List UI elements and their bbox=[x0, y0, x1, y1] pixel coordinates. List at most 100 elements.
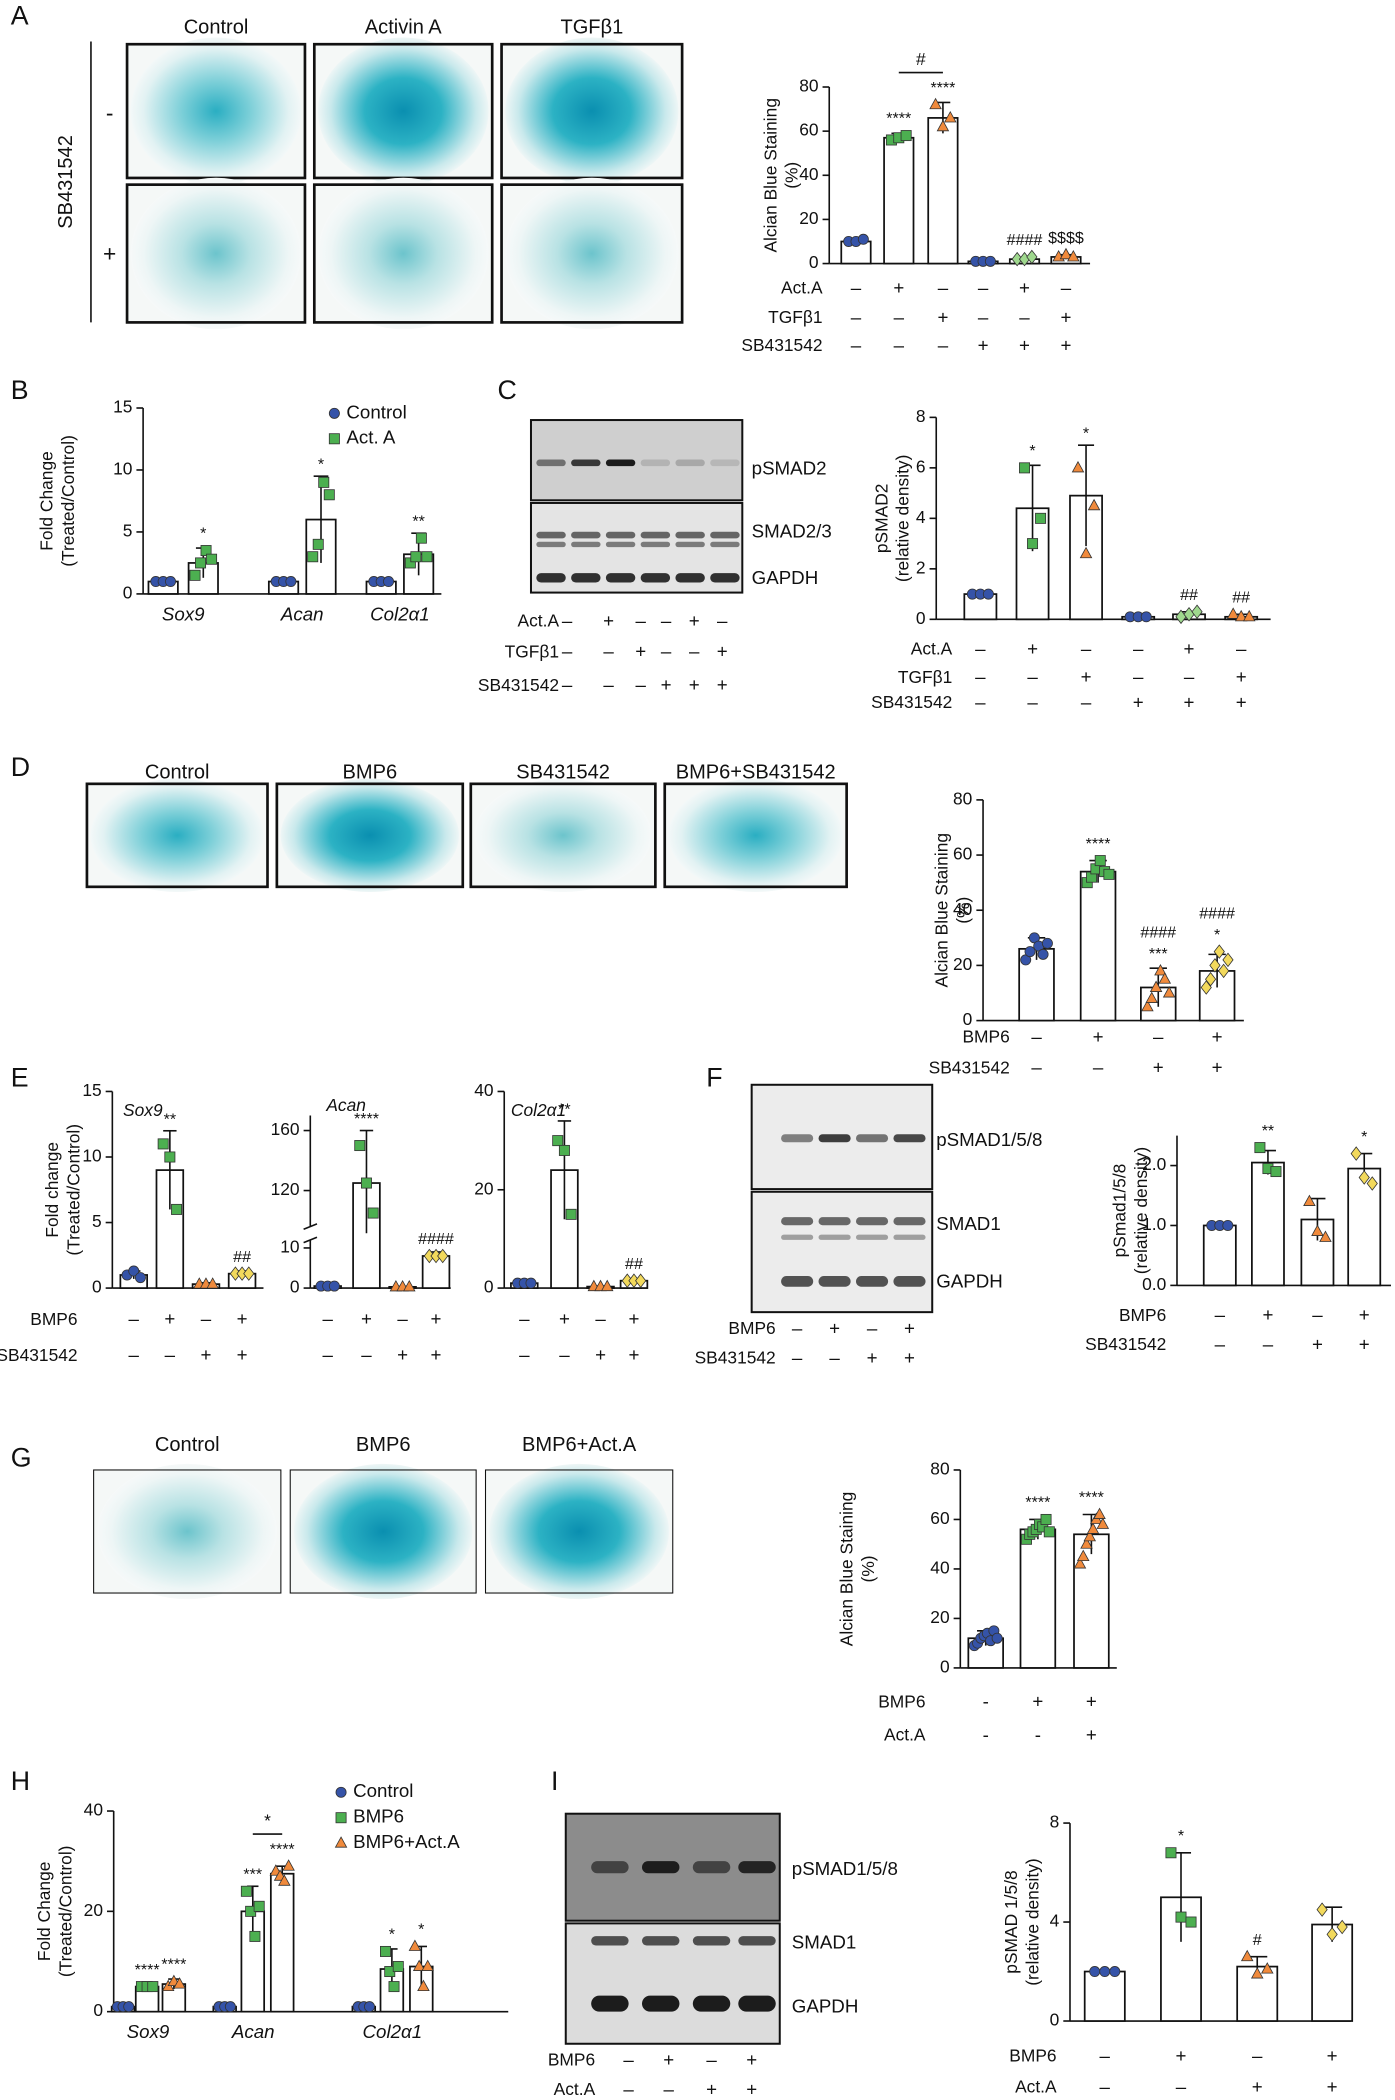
chart-title: Col2α1 bbox=[511, 1100, 566, 1120]
y-tick-label: 0 bbox=[809, 252, 819, 272]
condition-sign: – bbox=[1263, 1334, 1274, 1355]
y-tick-label: 40 bbox=[799, 164, 818, 184]
data-point bbox=[1311, 1224, 1324, 1236]
y-tick-label: 80 bbox=[799, 76, 818, 96]
data-point bbox=[421, 551, 433, 563]
data-point bbox=[1080, 1537, 1093, 1549]
y-tick-label: 10 bbox=[280, 1237, 299, 1257]
condition-sign: – bbox=[1236, 638, 1247, 659]
y-axis-label: (%) bbox=[953, 897, 973, 924]
y-axis-label: (Treated/Control) bbox=[55, 1846, 75, 1978]
data-point bbox=[635, 1273, 647, 1288]
y-tick-label: 40 bbox=[84, 1800, 103, 1820]
data-point bbox=[1165, 1847, 1177, 1859]
y-tick-label: 0 bbox=[484, 1277, 494, 1297]
condition-sign: – bbox=[1081, 692, 1092, 713]
condition-sign: + bbox=[717, 641, 728, 662]
y-tick-label: 20 bbox=[474, 1178, 493, 1198]
blot-band bbox=[536, 459, 566, 467]
bar bbox=[1202, 1224, 1237, 1287]
data-point bbox=[1191, 604, 1203, 620]
annotation: **** bbox=[135, 1961, 160, 1979]
data-point bbox=[1087, 498, 1101, 511]
data-point bbox=[410, 551, 422, 563]
condition-sign: – bbox=[894, 306, 905, 327]
condition-sign: + bbox=[689, 610, 700, 631]
condition-name: BMP6 bbox=[878, 1691, 925, 1711]
y-tick-label: 10 bbox=[82, 1146, 101, 1166]
condition-sign: – bbox=[397, 1308, 408, 1329]
y-axis-label: (%) bbox=[858, 1555, 878, 1582]
blot-band bbox=[818, 1276, 851, 1287]
annotation: * bbox=[1178, 1827, 1184, 1845]
condition-sign: - bbox=[983, 1724, 989, 1745]
data-point bbox=[408, 1939, 422, 1951]
condition-sign: + bbox=[237, 1308, 248, 1329]
blot-band bbox=[536, 573, 566, 583]
condition-sign: + bbox=[559, 1308, 570, 1329]
blot-band bbox=[710, 531, 740, 539]
condition-sign: + bbox=[1212, 1057, 1223, 1078]
data-point bbox=[421, 1959, 434, 1971]
y-axis-label: pSMAD 1/5/8 bbox=[1001, 1870, 1021, 1973]
data-point bbox=[312, 538, 324, 550]
condition-sign: + bbox=[1027, 638, 1038, 659]
micrograph-frame bbox=[275, 782, 465, 889]
y-axis-label: Fold change bbox=[42, 1142, 62, 1238]
band-label: SMAD1 bbox=[936, 1213, 1001, 1234]
data-point bbox=[1319, 1230, 1332, 1242]
data-point bbox=[173, 1977, 186, 1989]
blot-band bbox=[640, 459, 671, 467]
data-point bbox=[1024, 946, 1036, 958]
condition-sign: – bbox=[623, 2049, 634, 2070]
blot-band bbox=[710, 573, 740, 583]
annotation: ** bbox=[164, 1110, 176, 1128]
y-tick-label: 8 bbox=[916, 406, 926, 426]
y-tick-label: 120 bbox=[271, 1179, 300, 1199]
data-point bbox=[1175, 1911, 1187, 1923]
condition-name: SB431542 bbox=[0, 1345, 78, 1365]
condition-sign: – bbox=[1133, 666, 1144, 687]
data-point bbox=[1067, 250, 1080, 262]
image-title: BMP6 bbox=[356, 1434, 411, 1456]
condition-sign: – bbox=[1215, 1304, 1226, 1325]
data-point bbox=[240, 1885, 252, 1897]
annotation: * bbox=[1361, 1128, 1367, 1146]
annotation: * bbox=[1214, 926, 1220, 944]
y-axis-label: pSMAD2 bbox=[871, 484, 891, 554]
annotation: **** bbox=[930, 79, 955, 97]
data-point bbox=[1222, 1219, 1234, 1231]
y-tick-label: 20 bbox=[953, 954, 972, 974]
data-point bbox=[1041, 937, 1053, 949]
micrograph-frame bbox=[85, 782, 269, 889]
data-point bbox=[558, 1144, 570, 1156]
y-axis-label: (Treated/Control) bbox=[63, 1124, 83, 1256]
data-point bbox=[1071, 460, 1085, 473]
data-point bbox=[253, 1900, 265, 1912]
annotation: ## bbox=[233, 1248, 251, 1266]
condition-sign: – bbox=[664, 2079, 675, 2100]
data-point bbox=[171, 1203, 183, 1215]
blot-band bbox=[893, 1217, 926, 1226]
blot-band bbox=[738, 1936, 776, 1946]
bar bbox=[1019, 1528, 1057, 1669]
data-point bbox=[1162, 986, 1176, 998]
condition-name: SB431542 bbox=[695, 1348, 776, 1368]
annotation: ** bbox=[1262, 1122, 1274, 1140]
data-point bbox=[388, 1981, 400, 1993]
image-title: BMP6+SB431542 bbox=[676, 761, 836, 783]
data-point bbox=[412, 1959, 426, 1971]
legend-label: Control bbox=[353, 1780, 413, 1801]
y-tick-label: 5 bbox=[92, 1211, 102, 1231]
y-tick-label: 0 bbox=[123, 583, 133, 603]
axis-break bbox=[303, 1223, 318, 1230]
legend-marker bbox=[328, 407, 340, 419]
axis-break bbox=[303, 1236, 318, 1244]
condition-sign: – bbox=[1027, 666, 1038, 687]
panel-letter: G bbox=[11, 1442, 32, 1472]
y-axis-label: (%) bbox=[782, 162, 802, 189]
data-point bbox=[249, 1930, 261, 1942]
blot-panel bbox=[529, 419, 744, 502]
data-point bbox=[525, 1277, 537, 1289]
condition-name: Act.A bbox=[781, 278, 823, 298]
